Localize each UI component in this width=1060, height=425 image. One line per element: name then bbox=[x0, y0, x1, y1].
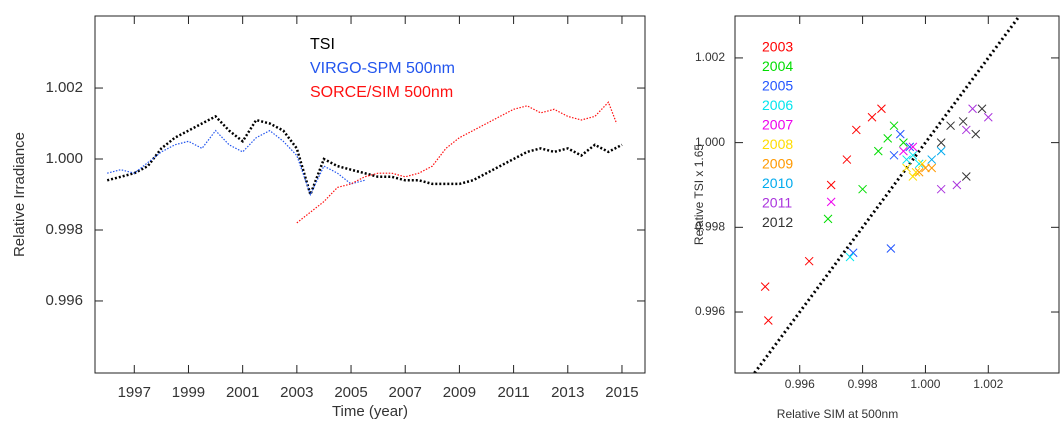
y-axis-title: Relative Irradiance bbox=[11, 132, 28, 257]
point bbox=[873, 146, 883, 156]
point bbox=[763, 316, 773, 325]
x-tick-label: 2013 bbox=[551, 384, 584, 401]
diagonal-line bbox=[753, 16, 1021, 373]
point bbox=[936, 184, 946, 194]
y-tick-label: 0.998 bbox=[695, 219, 725, 233]
point bbox=[917, 159, 927, 169]
point bbox=[902, 163, 911, 173]
point bbox=[883, 134, 893, 143]
point bbox=[936, 138, 946, 147]
x-tick-label: 2003 bbox=[280, 384, 313, 401]
y-tick-label: 1.000 bbox=[695, 135, 725, 149]
point bbox=[760, 282, 770, 291]
legend-label: 2011 bbox=[762, 195, 792, 211]
point bbox=[968, 104, 977, 114]
x-axis-title: Time (year) bbox=[332, 403, 408, 420]
point bbox=[877, 104, 886, 114]
legend-label: TSI bbox=[310, 36, 335, 53]
point bbox=[961, 172, 971, 181]
x-tick-label: 1.002 bbox=[973, 377, 1003, 391]
point bbox=[927, 155, 937, 164]
point bbox=[823, 214, 833, 224]
y-tick-label: 1.000 bbox=[45, 150, 83, 167]
point bbox=[958, 117, 968, 126]
point bbox=[902, 155, 911, 164]
point bbox=[886, 244, 896, 253]
plot-area bbox=[106, 101, 623, 224]
point bbox=[946, 121, 955, 131]
point bbox=[845, 252, 855, 262]
x-tick-label: 2007 bbox=[389, 384, 422, 401]
point bbox=[936, 146, 946, 156]
x-tick-label: 1997 bbox=[118, 384, 151, 401]
point bbox=[961, 125, 971, 135]
point bbox=[911, 167, 921, 177]
point bbox=[927, 163, 937, 173]
x-tick-label: 2009 bbox=[443, 384, 476, 401]
x-tick-label: 2015 bbox=[605, 384, 638, 401]
legend-label: 2012 bbox=[762, 214, 793, 230]
y-axis-title: Relative TSI x 1.65 bbox=[692, 144, 706, 245]
point bbox=[889, 150, 899, 160]
point bbox=[908, 150, 918, 160]
point bbox=[867, 112, 877, 122]
x-axis-title: Relative SIM at 500nm bbox=[777, 407, 898, 421]
point bbox=[895, 129, 905, 139]
point bbox=[908, 142, 918, 152]
plot-frame bbox=[94, 15, 646, 374]
x-tick-label: 1.000 bbox=[910, 377, 940, 391]
x-tick-label: 0.996 bbox=[785, 377, 815, 391]
point bbox=[851, 125, 861, 135]
point bbox=[914, 167, 924, 177]
point bbox=[914, 159, 924, 169]
plot-frame bbox=[734, 15, 1060, 374]
y-tick-label: 0.996 bbox=[695, 304, 725, 318]
point bbox=[983, 112, 993, 122]
series-line bbox=[106, 114, 623, 199]
point bbox=[848, 248, 858, 258]
legend-label: 2010 bbox=[762, 175, 793, 191]
x-tick-label: 2005 bbox=[334, 384, 367, 401]
y-tick-label: 0.998 bbox=[45, 221, 83, 238]
legend-label: 2009 bbox=[762, 156, 793, 172]
point bbox=[921, 163, 930, 173]
point bbox=[889, 121, 899, 131]
legend-label: 2005 bbox=[762, 78, 793, 94]
point bbox=[905, 142, 915, 152]
point bbox=[899, 146, 908, 156]
legend-label: 2008 bbox=[762, 136, 793, 152]
point bbox=[826, 180, 836, 190]
point bbox=[977, 104, 987, 114]
x-tick-label: 2011 bbox=[497, 384, 529, 401]
x-tick-label: 1999 bbox=[172, 384, 205, 401]
legend-label: 2007 bbox=[762, 117, 793, 133]
point bbox=[971, 129, 981, 139]
legend-label: 2006 bbox=[762, 97, 793, 113]
point bbox=[952, 180, 962, 190]
point bbox=[804, 256, 814, 266]
legend-label: 2003 bbox=[762, 39, 793, 55]
legend-label: 2004 bbox=[762, 58, 793, 74]
legend-label: SORCE/SIM 500nm bbox=[310, 84, 453, 101]
legend-label: VIRGO-SPM 500nm bbox=[310, 60, 455, 77]
y-tick-label: 1.002 bbox=[45, 79, 83, 96]
point bbox=[899, 138, 908, 147]
plot-area bbox=[753, 16, 1021, 373]
series-line bbox=[296, 101, 618, 224]
point bbox=[858, 184, 867, 194]
series-line bbox=[107, 129, 365, 197]
y-tick-label: 0.996 bbox=[45, 292, 83, 309]
x-tick-label: 0.998 bbox=[848, 377, 878, 391]
point bbox=[826, 197, 836, 207]
point bbox=[842, 155, 852, 164]
point bbox=[908, 172, 918, 181]
x-tick-label: 2001 bbox=[226, 384, 259, 401]
y-tick-label: 1.002 bbox=[695, 50, 725, 64]
